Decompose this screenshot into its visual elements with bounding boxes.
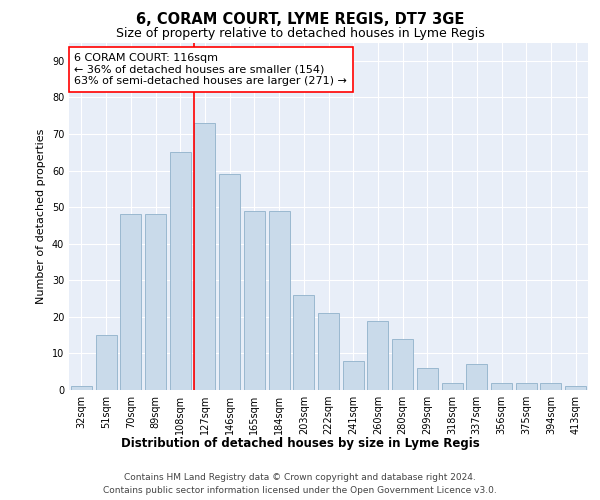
- Bar: [442, 382, 463, 390]
- Text: Contains HM Land Registry data © Crown copyright and database right 2024.: Contains HM Land Registry data © Crown c…: [124, 472, 476, 482]
- Bar: [367, 320, 388, 390]
- Text: 6 CORAM COURT: 116sqm
← 36% of detached houses are smaller (154)
63% of semi-det: 6 CORAM COURT: 116sqm ← 36% of detached …: [74, 53, 347, 86]
- Bar: [417, 368, 438, 390]
- Text: 6, CORAM COURT, LYME REGIS, DT7 3GE: 6, CORAM COURT, LYME REGIS, DT7 3GE: [136, 12, 464, 28]
- Text: Contains public sector information licensed under the Open Government Licence v3: Contains public sector information licen…: [103, 486, 497, 495]
- Bar: [219, 174, 240, 390]
- Text: Distribution of detached houses by size in Lyme Regis: Distribution of detached houses by size …: [121, 438, 479, 450]
- Bar: [343, 360, 364, 390]
- Text: Size of property relative to detached houses in Lyme Regis: Size of property relative to detached ho…: [116, 28, 484, 40]
- Bar: [516, 382, 537, 390]
- Bar: [491, 382, 512, 390]
- Bar: [145, 214, 166, 390]
- Bar: [170, 152, 191, 390]
- Bar: [541, 382, 562, 390]
- Bar: [293, 295, 314, 390]
- Bar: [565, 386, 586, 390]
- Bar: [120, 214, 141, 390]
- Y-axis label: Number of detached properties: Number of detached properties: [36, 128, 46, 304]
- Bar: [71, 386, 92, 390]
- Bar: [194, 123, 215, 390]
- Bar: [466, 364, 487, 390]
- Bar: [269, 211, 290, 390]
- Bar: [392, 339, 413, 390]
- Bar: [244, 211, 265, 390]
- Bar: [318, 313, 339, 390]
- Bar: [95, 335, 116, 390]
